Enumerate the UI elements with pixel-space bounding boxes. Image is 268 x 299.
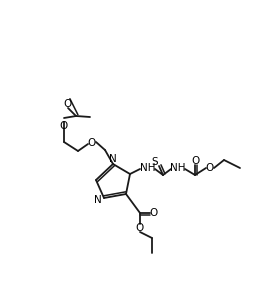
Text: N: N [94, 195, 102, 205]
Text: O: O [136, 223, 144, 233]
Text: O: O [206, 163, 214, 173]
Text: S: S [152, 157, 158, 167]
Text: O: O [64, 99, 72, 109]
Text: O: O [150, 208, 158, 218]
Text: NH: NH [140, 163, 156, 173]
Text: N: N [109, 154, 117, 164]
Text: O: O [60, 121, 68, 131]
Text: NH: NH [170, 163, 186, 173]
Text: O: O [191, 156, 199, 166]
Text: O: O [88, 138, 96, 148]
